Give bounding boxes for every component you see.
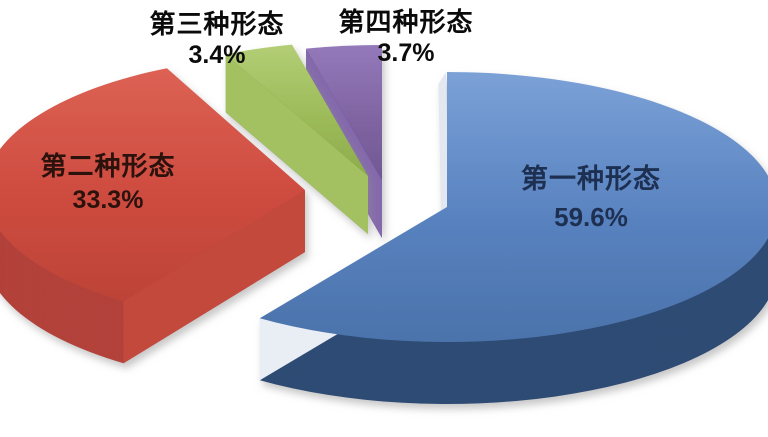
slice-name: 第四种形态 — [338, 7, 474, 37]
slice-label-third-form: 第三种形态 3.4% — [149, 9, 284, 71]
slice-label-fourth-form: 第四种形态 3.7% — [338, 7, 473, 69]
slice-name: 第一种形态 — [521, 164, 661, 194]
slice-name: 第二种形态 — [40, 151, 176, 181]
slice-label-first-form: 第一种形态 59.6% — [521, 160, 661, 236]
pie-slice-1 — [259, 72, 768, 404]
slice-percent: 59.6% — [554, 202, 628, 232]
slice-name: 第三种形态 — [149, 9, 285, 39]
pie-slice-2 — [0, 68, 305, 364]
slice-percent: 3.7% — [377, 39, 435, 67]
slice-percent: 33.3% — [72, 186, 144, 214]
slice-label-second-form: 第二种形态 33.3% — [40, 149, 175, 217]
slice-percent: 3.4% — [188, 41, 246, 69]
pie-slice-3 — [225, 44, 368, 235]
